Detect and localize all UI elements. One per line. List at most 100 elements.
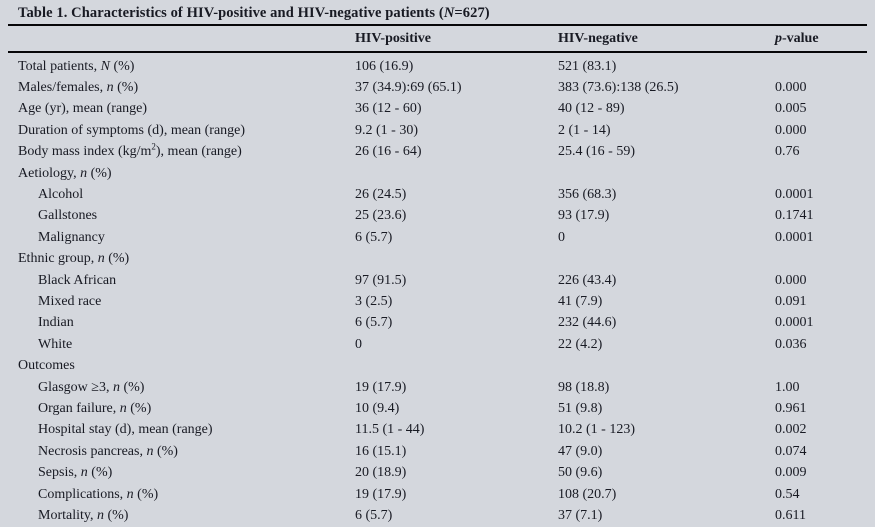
group-row: Aetiology, n (%): [8, 163, 867, 184]
cell-p-value: 0.0001: [775, 229, 814, 245]
cell-label: Indian: [38, 315, 74, 331]
cell-hiv-positive: 6 (5.7): [355, 507, 393, 523]
table-row: Body mass index (kg/m2), mean (range) 26 …: [8, 142, 867, 163]
cell-hiv-negative: 47 (9.0): [558, 443, 603, 459]
cell-label: Gallstones: [38, 208, 98, 224]
cell-hiv-positive: 37 (34.9):69 (65.1): [355, 80, 462, 96]
cell-p-value: 0.000: [775, 80, 807, 96]
cell-hiv-negative: 232 (44.6): [558, 315, 617, 331]
cell-p-value: 0.000: [775, 272, 807, 288]
characteristics-table: HIV-positive HIV-negative p-value Total …: [8, 26, 867, 527]
cell-label: Age (yr), mean (range): [18, 101, 148, 117]
cell-label: Glasgow ≥3, n (%): [38, 379, 145, 395]
group-row: Outcomes: [8, 355, 867, 376]
cell-hiv-positive: [355, 163, 558, 184]
cell-label: Necrosis pancreas, n (%): [38, 443, 178, 459]
cell-p-value: 1.00: [775, 379, 800, 395]
cell-hiv-positive: 36 (12 - 60): [355, 101, 422, 117]
cell-p-value: 0.961: [775, 400, 807, 416]
cell-hiv-positive: 3 (2.5): [355, 293, 393, 309]
table-row: Age (yr), mean (range) 36 (12 - 60) 40 (12…: [8, 99, 867, 120]
cell-label: Alcohol: [38, 187, 84, 203]
cell-hiv-negative: 37 (7.1): [558, 507, 603, 523]
group-row: Ethnic group, n (%): [8, 249, 867, 270]
table-row: Indian 6 (5.7) 232 (44.6) 0.0001: [8, 313, 867, 334]
cell-p-value: 0.54: [775, 486, 800, 502]
cell-label: Complications, n (%): [38, 486, 159, 502]
cell-hiv-positive: 11.5 (1 - 44): [355, 422, 425, 438]
cell-hiv-positive: 19 (17.9): [355, 379, 407, 395]
cell-label: Body mass index (kg/m2), mean (range): [18, 141, 242, 160]
cell-hiv-negative: 50 (9.6): [558, 465, 603, 481]
cell-p-value: 0.009: [775, 465, 807, 481]
table-row: Total patients, N (%) 106 (16.9) 521 (83.1…: [8, 52, 867, 77]
column-header-hiv-positive: HIV-positive: [355, 26, 558, 53]
cell-hiv-negative: [558, 355, 775, 376]
cell-hiv-positive: 106 (16.9): [355, 58, 414, 74]
cell-p-value: 0.1741: [775, 208, 814, 224]
cell-p-value: 0.0001: [775, 315, 814, 331]
cell-hiv-negative: 0: [558, 229, 565, 245]
cell-p-value: 0.000: [775, 122, 807, 138]
table-row: Black African 97 (91.5) 226 (43.4) 0.000: [8, 270, 867, 291]
cell-hiv-negative: 226 (43.4): [558, 272, 617, 288]
cell-label: Duration of symptoms (d), mean (range): [18, 122, 246, 138]
cell-hiv-positive: 26 (24.5): [355, 187, 407, 203]
cell-label: Aetiology, n (%): [18, 165, 112, 181]
cell-hiv-negative: 25.4 (16 - 59): [558, 144, 635, 160]
table-row: Males/females, n (%) 37 (34.9):69 (65.1) 3…: [8, 77, 867, 98]
table-row: Mortality, n (%) 6 (5.7) 37 (7.1) 0.611: [8, 505, 867, 526]
table-row: Necrosis pancreas, n (%) 16 (15.1) 47 (9.0…: [8, 441, 867, 462]
cell-p-value: 0.002: [775, 422, 807, 438]
cell-hiv-positive: 25 (23.6): [355, 208, 407, 224]
cell-label: Organ failure, n (%): [38, 400, 152, 416]
cell-p-value: 0.091: [775, 293, 807, 309]
cell-label: Malignancy: [38, 229, 105, 245]
cell-p-value: 0.005: [775, 101, 807, 117]
table-row: Sepsis, n (%) 20 (18.9) 50 (9.6) 0.009: [8, 462, 867, 483]
cell-p-value: 0.036: [775, 336, 807, 352]
cell-hiv-positive: 97 (91.5): [355, 272, 407, 288]
table-row: Duration of symptoms (d), mean (range) 9.…: [8, 120, 867, 141]
cell-hiv-negative: 41 (7.9): [558, 293, 603, 309]
cell-hiv-positive: [355, 355, 558, 376]
cell-p-value: 0.611: [775, 507, 806, 523]
cell-hiv-negative: [558, 249, 775, 270]
cell-hiv-positive: 6 (5.7): [355, 229, 393, 245]
cell-hiv-positive: 6 (5.7): [355, 315, 393, 331]
table-title: Table 1. Characteristics of HIV-positive…: [8, 0, 867, 26]
cell-label: Sepsis, n (%): [38, 465, 113, 481]
cell-hiv-positive: 0: [355, 336, 362, 352]
cell-hiv-negative: 51 (9.8): [558, 400, 603, 416]
cell-label: Hospital stay (d), mean (range): [38, 422, 213, 438]
table-row: Gallstones 25 (23.6) 93 (17.9) 0.1741: [8, 206, 867, 227]
cell-p-value: [775, 163, 867, 184]
cell-hiv-positive: 9.2 (1 - 30): [355, 122, 418, 138]
cell-label: Total patients, N (%): [18, 58, 135, 74]
cell-label: Black African: [38, 272, 117, 288]
cell-hiv-negative: 93 (17.9): [558, 208, 610, 224]
column-header-hiv-negative: HIV-negative: [558, 26, 775, 53]
header-row: HIV-positive HIV-negative p-value: [8, 26, 867, 53]
cell-hiv-positive: 26 (16 - 64): [355, 144, 422, 160]
cell-p-value: 0.76: [775, 144, 800, 160]
cell-p-value: 0.0001: [775, 187, 814, 203]
cell-hiv-positive: 20 (18.9): [355, 465, 407, 481]
cell-label: Mixed race: [38, 293, 102, 309]
table-row: Glasgow ≥3, n (%) 19 (17.9) 98 (18.8) 1.00: [8, 377, 867, 398]
cell-hiv-negative: 383 (73.6):138 (26.5): [558, 80, 679, 96]
cell-hiv-negative: 98 (18.8): [558, 379, 610, 395]
table-row: Malignancy 6 (5.7) 0 0.0001: [8, 227, 867, 248]
column-header-p-value: p-value: [775, 26, 867, 53]
cell-hiv-negative: 10.2 (1 - 123): [558, 422, 635, 438]
cell-hiv-negative: 356 (68.3): [558, 187, 617, 203]
cell-label: Mortality, n (%): [38, 507, 129, 523]
table-row: Alcohol 26 (24.5) 356 (68.3) 0.0001: [8, 184, 867, 205]
table-body: Total patients, N (%) 106 (16.9) 521 (83.1…: [8, 52, 867, 527]
cell-hiv-positive: [355, 249, 558, 270]
cell-hiv-positive: 16 (15.1): [355, 443, 407, 459]
cell-hiv-negative: 521 (83.1): [558, 58, 617, 74]
cell-label: Outcomes: [18, 358, 75, 374]
cell-hiv-positive: 10 (9.4): [355, 400, 400, 416]
